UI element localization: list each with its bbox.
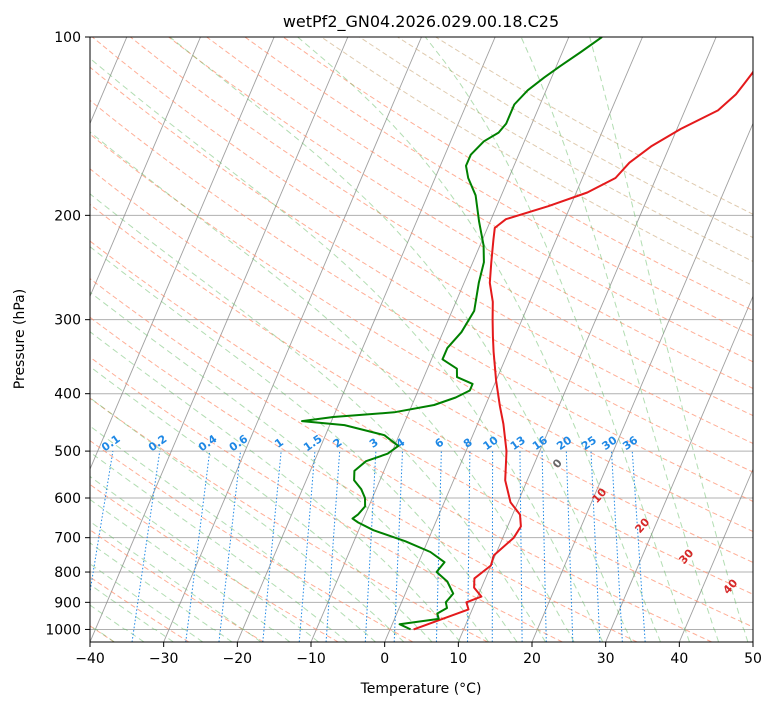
x-tick-label: 20 — [523, 651, 541, 667]
mixing-ratio-line — [262, 451, 282, 642]
y-tick-label: 800 — [54, 565, 81, 581]
isotherm-line — [531, 122, 753, 642]
moist-adiabat-line — [90, 542, 233, 642]
dry-adiabat-line — [90, 133, 753, 533]
y-tick-label: 500 — [54, 444, 81, 460]
moist-adiabat-line — [90, 475, 319, 642]
dry-adiabat-line — [90, 316, 638, 642]
y-tick-label: 100 — [54, 30, 81, 46]
isotherm-line — [384, 37, 643, 642]
dry-adiabat-line — [90, 99, 753, 502]
moist-adiabat-line — [90, 366, 433, 642]
axes-ticks: −40 −30 −20 −10 0 10 20 30 40 50 100 200 300 400 500 60… — [45, 30, 762, 667]
y-axis-label: Pressure (hPa) — [12, 289, 28, 389]
x-tick-label: −40 — [75, 651, 105, 667]
x-tick-label: −10 — [296, 651, 326, 667]
x-tick-label: 10 — [449, 651, 467, 667]
isotherm-line — [457, 37, 717, 642]
dry-adiabat-line — [90, 278, 712, 642]
y-tick-label: 900 — [54, 595, 81, 611]
moist-adiabat-line — [589, 37, 749, 642]
y-tick-label: 300 — [54, 313, 81, 329]
mixing-ratio-line — [131, 451, 161, 642]
chart-title: wetPf2_GN04.2026.029.00.18.C25 — [283, 12, 559, 32]
mixing-ratio-line — [610, 451, 623, 642]
y-tick-label: 700 — [54, 531, 81, 547]
dry-adiabat-line — [90, 168, 753, 563]
x-tick-label: 30 — [597, 651, 615, 667]
mixing-ratio-line — [590, 451, 601, 642]
mixing-ratio-line — [519, 451, 523, 642]
isotherm-line — [90, 37, 275, 471]
pressure-gridlines — [90, 37, 753, 630]
mixing-ratio-line — [541, 451, 547, 642]
isotherm-line — [90, 37, 201, 298]
mixing-ratio-lines — [90, 451, 646, 642]
moist-adiabat-line — [90, 57, 604, 642]
dry-adiabat-line — [90, 356, 563, 642]
mixing-ratio-line — [298, 451, 316, 642]
dry-adiabat-line — [168, 37, 753, 389]
dry-adiabat-line — [90, 203, 753, 595]
x-tick-label: −30 — [149, 651, 179, 667]
x-axis-label: Temperature (°C) — [360, 681, 482, 697]
dry-adiabat-label: −10 — [0, 402, 6, 429]
moist-adiabat-line — [297, 37, 661, 642]
moist-adiabat-line — [169, 37, 633, 642]
x-tick-label: −20 — [223, 651, 253, 667]
moist-adiabat-line — [90, 331, 461, 642]
moist-adiabat-line — [90, 583, 174, 642]
dry-adiabat-line — [90, 240, 753, 628]
plot-frame — [89, 36, 754, 643]
dewpoint-profile-line — [301, 37, 603, 631]
y-tick-label: 200 — [54, 208, 81, 224]
dry-adiabat-line — [90, 529, 264, 642]
y-tick-label: 400 — [54, 387, 81, 403]
moist-adiabat-line — [90, 563, 204, 642]
isotherm-line — [90, 37, 349, 642]
y-tick-label: 600 — [54, 491, 81, 507]
dry-adiabat-line — [90, 440, 414, 642]
mixing-ratio-line — [218, 451, 242, 642]
mixing-ratio-line — [364, 451, 377, 642]
y-tick-label: 1000 — [45, 622, 81, 638]
x-tick-label: 50 — [744, 651, 762, 667]
isotherm-line — [236, 37, 496, 642]
dry-adiabat-line — [206, 37, 753, 363]
isotherm-line — [605, 295, 753, 642]
dry-adiabat-line — [90, 397, 488, 642]
mixing-ratio-line — [90, 451, 114, 595]
dry-adiabat-line — [90, 66, 753, 473]
mixing-ratio-line — [393, 451, 403, 642]
moist-adiabat-line — [90, 291, 489, 642]
moist-adiabat-line — [424, 37, 690, 642]
mixing-ratio-line — [565, 451, 574, 642]
mixing-ratio-line — [185, 451, 211, 642]
dry-adiabat-line — [244, 37, 753, 337]
plot-background — [90, 37, 753, 642]
isotherm-line — [678, 467, 753, 642]
temperature-profile-line — [413, 70, 753, 631]
moist-adiabat-line — [90, 131, 575, 642]
isotherm-line — [752, 640, 753, 642]
moist-adiabat-lines — [90, 37, 749, 642]
mixing-ratio-line — [631, 451, 646, 642]
x-tick-label: 0 — [380, 651, 389, 667]
mixing-ratio-line — [325, 451, 341, 642]
mixing-ratio-line — [435, 451, 442, 642]
moist-adiabat-line — [520, 37, 720, 642]
isotherm-line — [163, 37, 422, 642]
profile-series — [301, 37, 753, 631]
dry-adiabat-lines — [90, 37, 753, 642]
dry-adiabat-line — [282, 37, 753, 312]
x-tick-label: 40 — [670, 651, 688, 667]
moist-adiabat-line — [90, 397, 405, 642]
moist-adiabat-line — [90, 451, 348, 642]
